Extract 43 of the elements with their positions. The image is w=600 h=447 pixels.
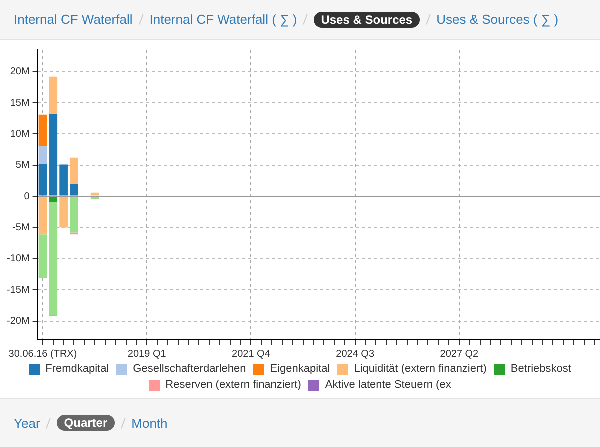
y-tick-label: -10M: [6, 254, 30, 265]
bar: [60, 164, 68, 196]
bar: [49, 197, 58, 202]
bar: [70, 158, 78, 184]
y-tick-label: -20M: [6, 316, 30, 328]
text: Uses & Sources ( ∑ ): [436, 12, 559, 27]
y-tick-label: -5M: [12, 222, 30, 234]
legend-label: Aktive latente Steuern (ex: [324, 379, 452, 391]
text: Month: [132, 416, 168, 430]
x-tick-label: 2024 Q3: [336, 348, 375, 360]
x-tick-label: 30.06.16 (TRX): [8, 348, 78, 360]
legend-label: Reserven (extern finanziert): [164, 379, 302, 391]
bar: [49, 202, 58, 316]
bar: [38, 164, 48, 196]
y-tick-label: 20M: [10, 66, 30, 78]
bar: [60, 197, 68, 228]
x-tick-label: 2027 Q2: [440, 348, 480, 360]
bar: [38, 234, 48, 278]
legend-label: Gesellschafterdarlehen: [132, 363, 246, 375]
bar: [70, 184, 78, 196]
legend-label: Liquidität (extern finanziert): [353, 363, 487, 375]
x-tick-label: 2021 Q4: [232, 348, 271, 360]
bar: [49, 114, 58, 196]
bar: [38, 146, 48, 164]
legend-label: Betriebskost: [510, 363, 572, 375]
bar: [38, 197, 48, 235]
text: Internal CF Waterfall ( ∑ ): [150, 12, 298, 27]
y-tick-label: -15M: [6, 284, 30, 296]
text: Quarter: [57, 415, 115, 431]
y-tick-label: 0: [24, 191, 30, 202]
y-tick-label: 10M: [10, 128, 30, 140]
bar: [90, 192, 100, 196]
text: Internal CF Waterfall: [14, 12, 133, 27]
y-tick-label: 15M: [10, 98, 30, 109]
legend-label: Eigenkapital: [269, 363, 330, 375]
legend-label: Fremdkapital: [44, 363, 110, 375]
bar: [70, 197, 78, 233]
x-tick-label: 2019 Q1: [128, 348, 167, 360]
text: Uses & Sources: [314, 12, 420, 28]
y-tick-label: 5M: [16, 160, 30, 172]
bar: [38, 114, 48, 146]
bar: [49, 76, 58, 114]
text: Year: [14, 416, 40, 430]
